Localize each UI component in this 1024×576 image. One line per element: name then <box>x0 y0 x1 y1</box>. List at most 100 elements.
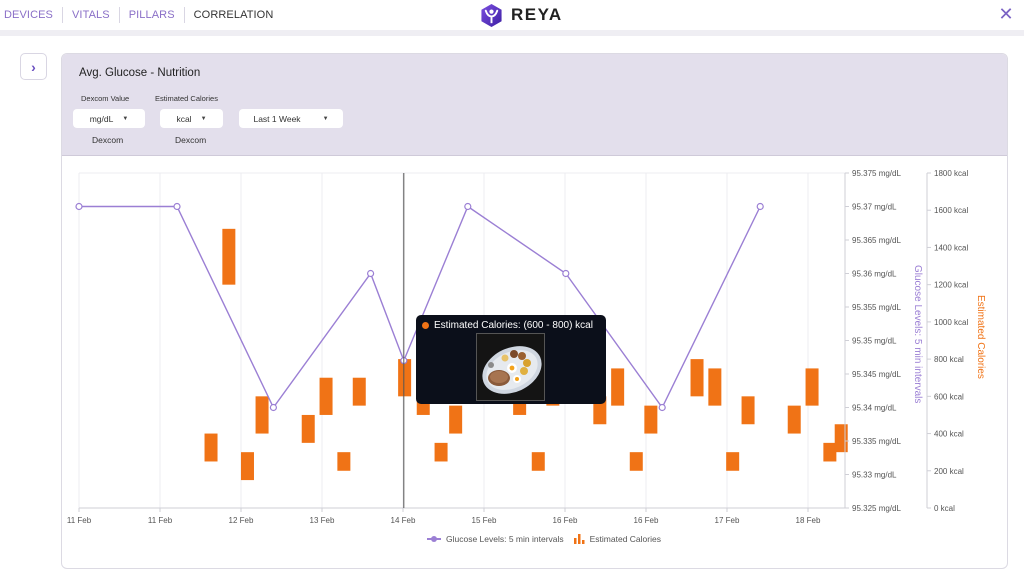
calorie-source-label: Dexcom <box>175 135 207 145</box>
chevron-right-icon: › <box>31 58 36 75</box>
glucose-tick-label: 95.34 mg/dL <box>852 404 897 413</box>
calorie-bar[interactable] <box>531 452 545 471</box>
x-tick-label: 16 Feb <box>634 516 659 525</box>
glucose-tick-label: 95.37 mg/dL <box>852 203 897 212</box>
bar-chart-icon <box>573 534 585 544</box>
calorie-bar[interactable] <box>823 442 837 462</box>
x-tick-label: 11 Feb <box>67 516 92 525</box>
glucose-tick-label: 95.365 mg/dL <box>852 236 901 245</box>
glucose-point[interactable] <box>562 269 570 278</box>
calorie-bar[interactable] <box>834 424 848 453</box>
dropdown-caret-icon: ▼ <box>122 115 129 122</box>
calories-tick-label: 0 kcal <box>934 504 955 513</box>
legend-calories-label: Estimated Calories <box>589 534 661 544</box>
glucose-unit-select[interactable]: mg/dL ▼ <box>73 109 145 128</box>
legend-glucose[interactable]: Glucose Levels: 5 min intervals <box>427 534 564 544</box>
tooltip-text: Estimated Calories: (600 - 800) kcal <box>434 320 593 331</box>
calorie-bar[interactable] <box>337 452 351 471</box>
calorie-bar[interactable] <box>741 396 755 425</box>
glucose-source-label: Dexcom <box>92 135 124 145</box>
calorie-bar[interactable] <box>398 359 412 397</box>
glucose-tick-label: 95.35 mg/dL <box>852 337 897 346</box>
nav-devices[interactable]: DEVICES <box>0 7 63 23</box>
x-tick-label: 16 Feb <box>553 516 578 525</box>
glucose-tick-label: 95.345 mg/dL <box>852 370 901 379</box>
calories-axis-title: Estimated Calories <box>975 295 986 379</box>
calorie-bar[interactable] <box>204 433 218 462</box>
calorie-bar[interactable] <box>319 377 333 415</box>
calories-tick-label: 1200 kcal <box>934 281 968 290</box>
legend-calories[interactable]: Estimated Calories <box>573 534 661 544</box>
glucose-unit-value: mg/dL <box>89 113 114 124</box>
glucose-point[interactable] <box>173 202 181 211</box>
calorie-bar[interactable] <box>787 405 801 434</box>
glucose-tick-label: 95.335 mg/dL <box>852 437 901 446</box>
calorie-bar[interactable] <box>690 359 704 397</box>
nav-vitals[interactable]: VITALS <box>63 7 120 23</box>
calorie-bar[interactable] <box>708 368 722 406</box>
chart-card: Avg. Glucose - Nutrition Dexcom Value mg… <box>61 53 1008 569</box>
card-title: Avg. Glucose - Nutrition <box>79 67 201 79</box>
calories-tick-label: 800 kcal <box>934 355 964 364</box>
expand-sidebar-button[interactable]: › <box>20 53 47 80</box>
calorie-bar[interactable] <box>301 414 315 443</box>
x-tick-label: 11 Feb <box>148 516 173 525</box>
main-nav: DEVICES VITALS PILLARS CORRELATION <box>0 0 282 30</box>
glucose-point[interactable] <box>658 403 666 412</box>
dropdown-caret-icon: ▼ <box>200 115 207 122</box>
calorie-bar[interactable] <box>629 452 643 471</box>
chart-axes: 11 Feb 11 Feb 12 Feb 13 Feb 14 Feb 15 Feb 16 F… <box>67 169 969 525</box>
dexcom-value-label: Dexcom Value <box>81 94 130 103</box>
glucose-tick-label: 95.36 mg/dL <box>852 270 897 279</box>
calorie-bar[interactable] <box>449 405 463 434</box>
glucose-point[interactable] <box>367 269 375 278</box>
nav-pillars[interactable]: PILLARS <box>120 7 185 23</box>
glucose-tick-label: 95.355 mg/dL <box>852 303 901 312</box>
calorie-bar[interactable] <box>240 452 254 481</box>
x-tick-label: 15 Feb <box>472 516 497 525</box>
calories-tick-label: 600 kcal <box>934 392 964 401</box>
glucose-point[interactable] <box>756 202 764 211</box>
x-tick-label: 17 Feb <box>715 516 740 525</box>
x-tick-label: 14 Feb <box>391 516 416 525</box>
x-tick-label: 18 Feb <box>796 516 821 525</box>
calories-tick-label: 400 kcal <box>934 430 964 439</box>
x-tick-label: 13 Feb <box>310 516 335 525</box>
calorie-bar[interactable] <box>726 452 740 471</box>
food-plate-image <box>476 333 545 401</box>
glucose-tick-label: 95.33 mg/dL <box>852 471 897 480</box>
calorie-unit-value: kcal <box>176 113 192 124</box>
glucose-axis-title: Glucose Levels: 5 min intervals <box>912 265 923 403</box>
close-icon[interactable]: ✕ <box>998 4 1014 24</box>
top-bar: DEVICES VITALS PILLARS CORRELATION REYA … <box>0 0 1024 30</box>
x-tick-label: 12 Feb <box>229 516 254 525</box>
glucose-point[interactable] <box>464 202 472 211</box>
time-range-select[interactable]: Last 1 Week ▼ <box>239 109 343 128</box>
header-divider-band <box>0 30 1024 36</box>
calorie-bar[interactable] <box>222 228 236 285</box>
reya-logo-icon <box>481 3 502 27</box>
glucose-point[interactable] <box>75 202 83 211</box>
calorie-bar[interactable] <box>805 368 819 406</box>
calorie-bar[interactable] <box>434 442 448 462</box>
estimated-calories-label: Estimated Calories <box>155 94 218 103</box>
glucose-tick-label: 95.325 mg/dL <box>852 504 901 513</box>
dropdown-caret-icon: ▼ <box>322 115 329 122</box>
calorie-bar[interactable] <box>644 405 658 434</box>
glucose-point[interactable] <box>269 403 277 412</box>
calories-tick-label: 1000 kcal <box>934 318 968 327</box>
calorie-bar[interactable] <box>255 396 269 434</box>
calorie-bar[interactable] <box>611 368 625 406</box>
calorie-bar[interactable] <box>352 377 366 406</box>
time-range-value: Last 1 Week <box>253 113 301 124</box>
calories-tick-label: 1600 kcal <box>934 206 968 215</box>
chart-legend: Glucose Levels: 5 min intervals Estimate… <box>0 532 1024 546</box>
line-marker-icon <box>427 536 441 542</box>
calories-tick-label: 1400 kcal <box>934 243 968 252</box>
calorie-unit-select[interactable]: kcal ▼ <box>160 109 223 128</box>
glucose-tick-label: 95.375 mg/dL <box>852 169 901 178</box>
legend-glucose-label: Glucose Levels: 5 min intervals <box>446 534 564 544</box>
nav-correlation[interactable]: CORRELATION <box>193 9 274 21</box>
tooltip-title: Estimated Calories: (600 - 800) kcal <box>422 320 593 331</box>
